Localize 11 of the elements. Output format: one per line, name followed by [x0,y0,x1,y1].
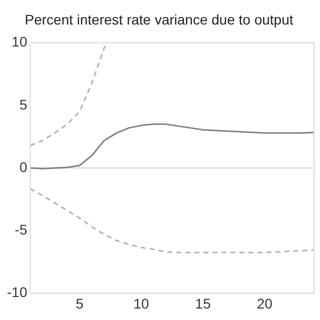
y-tick-label: 5 [19,96,28,112]
x-tick-label: 10 [133,295,150,312]
x-tick-label: 15 [195,295,211,312]
chart-title: Percent interest rate variance due to output [24,11,294,28]
y-tick-label: -10 [7,284,28,300]
y-tick-label: -5 [14,221,28,238]
x-tick-label: 20 [256,295,273,312]
y-tick-label: 10 [12,34,28,50]
x-tick-label: 5 [76,295,84,312]
y-tick-label: 0 [19,158,28,175]
line-series [29,188,315,254]
